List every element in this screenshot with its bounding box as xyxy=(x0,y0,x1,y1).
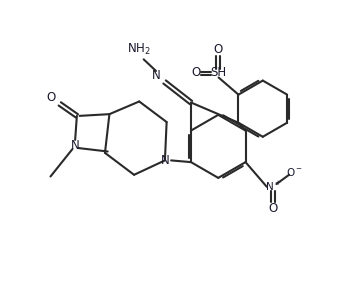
Text: O: O xyxy=(268,201,278,215)
Text: O: O xyxy=(46,91,55,104)
Text: O: O xyxy=(191,66,201,79)
Text: N: N xyxy=(71,139,79,152)
Text: N: N xyxy=(152,68,160,82)
Text: O: O xyxy=(213,43,223,56)
Text: SH: SH xyxy=(210,66,226,79)
Text: N$^+$: N$^+$ xyxy=(265,180,281,193)
Text: O$^-$: O$^-$ xyxy=(287,166,303,178)
Text: NH$_2$: NH$_2$ xyxy=(127,42,151,57)
Text: N: N xyxy=(161,154,169,167)
